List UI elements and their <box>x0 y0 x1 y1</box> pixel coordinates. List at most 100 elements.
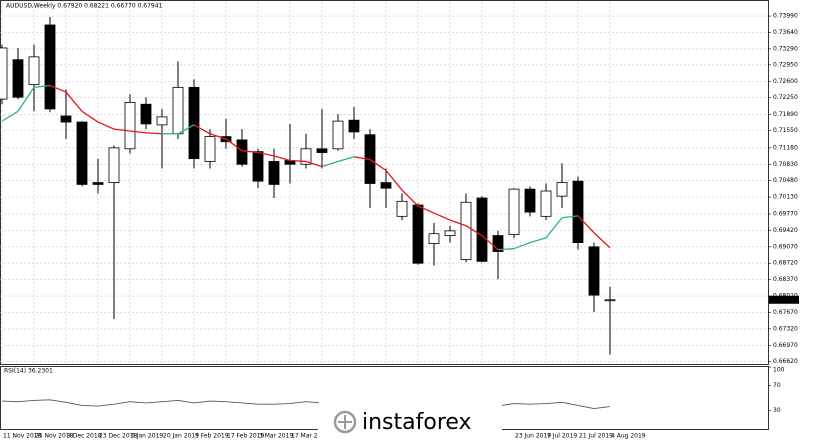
y-tick-label: 0.72250 <box>773 94 798 101</box>
ma-segment <box>17 86 35 112</box>
x-tick-label: 20 Jan 2019 <box>163 433 199 440</box>
candle-body <box>0 47 8 100</box>
y-tick-label: 0.72600 <box>773 78 798 85</box>
ma-segment <box>113 128 131 132</box>
y-tick-label: 0.71550 <box>773 127 798 134</box>
main-frame <box>0 0 769 365</box>
candle-body <box>476 197 488 262</box>
ma-segment <box>33 84 51 89</box>
candle-body <box>412 204 424 264</box>
x-tick-label: 7 Jul 2019 <box>547 433 577 440</box>
price-tag-label: 0.67941 <box>773 296 798 303</box>
candle-body <box>108 147 120 183</box>
watermark: instaforex <box>318 400 502 441</box>
candle-body <box>60 115 72 123</box>
candle-body <box>252 151 264 182</box>
y-tick-label: 0.71180 <box>773 144 798 151</box>
candle-body <box>540 190 552 217</box>
candle-body <box>428 233 440 244</box>
candle-body <box>508 188 520 236</box>
ma-segment <box>273 155 291 162</box>
candle-body <box>396 200 408 217</box>
x-tick-label: 6 Jan 2019 <box>131 433 163 440</box>
candle-body <box>524 188 536 213</box>
candle-body <box>92 182 104 185</box>
candle-body <box>28 56 40 85</box>
price-tag <box>769 295 799 304</box>
candle-body <box>188 86 200 160</box>
candle-body <box>492 235 504 252</box>
y-tick-label: 0.68720 <box>773 260 798 267</box>
candle-body <box>156 116 168 126</box>
ma-segment <box>177 124 195 135</box>
ma-segment <box>209 133 227 140</box>
ma-segment <box>369 159 387 171</box>
watermark-icon <box>333 410 357 434</box>
ma-segment <box>417 205 435 214</box>
ma-segment <box>385 169 403 191</box>
y-tick-label: 0.73640 <box>773 29 798 36</box>
ma-segment <box>577 215 595 234</box>
ma-segment <box>81 110 99 123</box>
x-tick-label: 3 Mar 2019 <box>259 433 293 440</box>
ma-segment <box>593 232 611 249</box>
ma-segment <box>257 151 275 157</box>
ma-segment <box>97 121 115 130</box>
rsi-panel <box>1 399 611 409</box>
ma-segment <box>561 215 579 219</box>
x-tick-label: 17 Feb 2019 <box>227 433 265 440</box>
x-tick-label: 3 Feb 2019 <box>195 433 229 440</box>
candle-body <box>172 86 184 135</box>
y-tick-label: 0.70130 <box>773 194 798 201</box>
candle-body <box>204 136 216 162</box>
watermark-text: instaforex <box>362 410 472 435</box>
ma-segment <box>449 219 467 227</box>
ma-segment <box>337 156 355 163</box>
y-tick-label: 0.73990 <box>773 13 798 20</box>
ma-segment <box>241 150 259 154</box>
ma-segment <box>289 159 307 163</box>
x-tick-label: 17 Mar 2019 <box>291 433 329 440</box>
y-tick-label: 0.67670 <box>773 309 798 316</box>
candle-body <box>572 180 584 243</box>
ma-segment <box>305 160 323 168</box>
ma-segment <box>193 124 211 135</box>
x-tick-label: 25 Nov 2018 <box>35 433 74 440</box>
candle-body <box>460 201 472 260</box>
ma-segment <box>465 225 483 237</box>
ma-segment <box>497 248 515 251</box>
y-tick-label: 0.69770 <box>773 210 798 217</box>
price-panel <box>0 2 768 364</box>
candle-body <box>124 101 136 150</box>
x-tick-label: 23 Jun 2019 <box>515 433 551 440</box>
chart-title: AUDUSD,Weekly 0.67920 0.68221 0.66770 0.… <box>6 3 163 10</box>
candle-body <box>44 24 56 110</box>
candle-body <box>12 59 24 98</box>
y-tick-label: 0.67320 <box>773 325 798 332</box>
y-tick-label: 30 <box>773 407 781 414</box>
ma-segment <box>65 91 83 112</box>
candle-body <box>588 246 600 296</box>
ma-segment <box>145 132 163 135</box>
y-tick-label: 100 <box>773 367 785 374</box>
candle-body <box>236 139 248 165</box>
y-tick-label: 0.72950 <box>773 61 798 68</box>
y-tick-label: 0.71890 <box>773 111 798 118</box>
x-tick-label: 4 Aug 2019 <box>611 433 646 440</box>
rsi-line <box>1 399 611 409</box>
candle-body <box>268 161 280 185</box>
candle-body <box>380 182 392 189</box>
x-tick-label: 9 Dec 2018 <box>67 433 102 440</box>
candle-body <box>348 119 360 133</box>
ma-segment <box>545 217 563 239</box>
ma-segment <box>513 241 531 250</box>
ma-segment <box>401 189 419 207</box>
y-tick-label: 0.66620 <box>773 358 798 365</box>
rsi-title: RSI(14) 36.2301 <box>4 368 53 375</box>
candle-body <box>604 299 616 302</box>
y-tick-label: 0.66970 <box>773 342 798 349</box>
x-tick-label: 21 Jul 2019 <box>579 433 613 440</box>
candle-body <box>444 230 456 236</box>
y-tick-label: 0.70480 <box>773 177 798 184</box>
